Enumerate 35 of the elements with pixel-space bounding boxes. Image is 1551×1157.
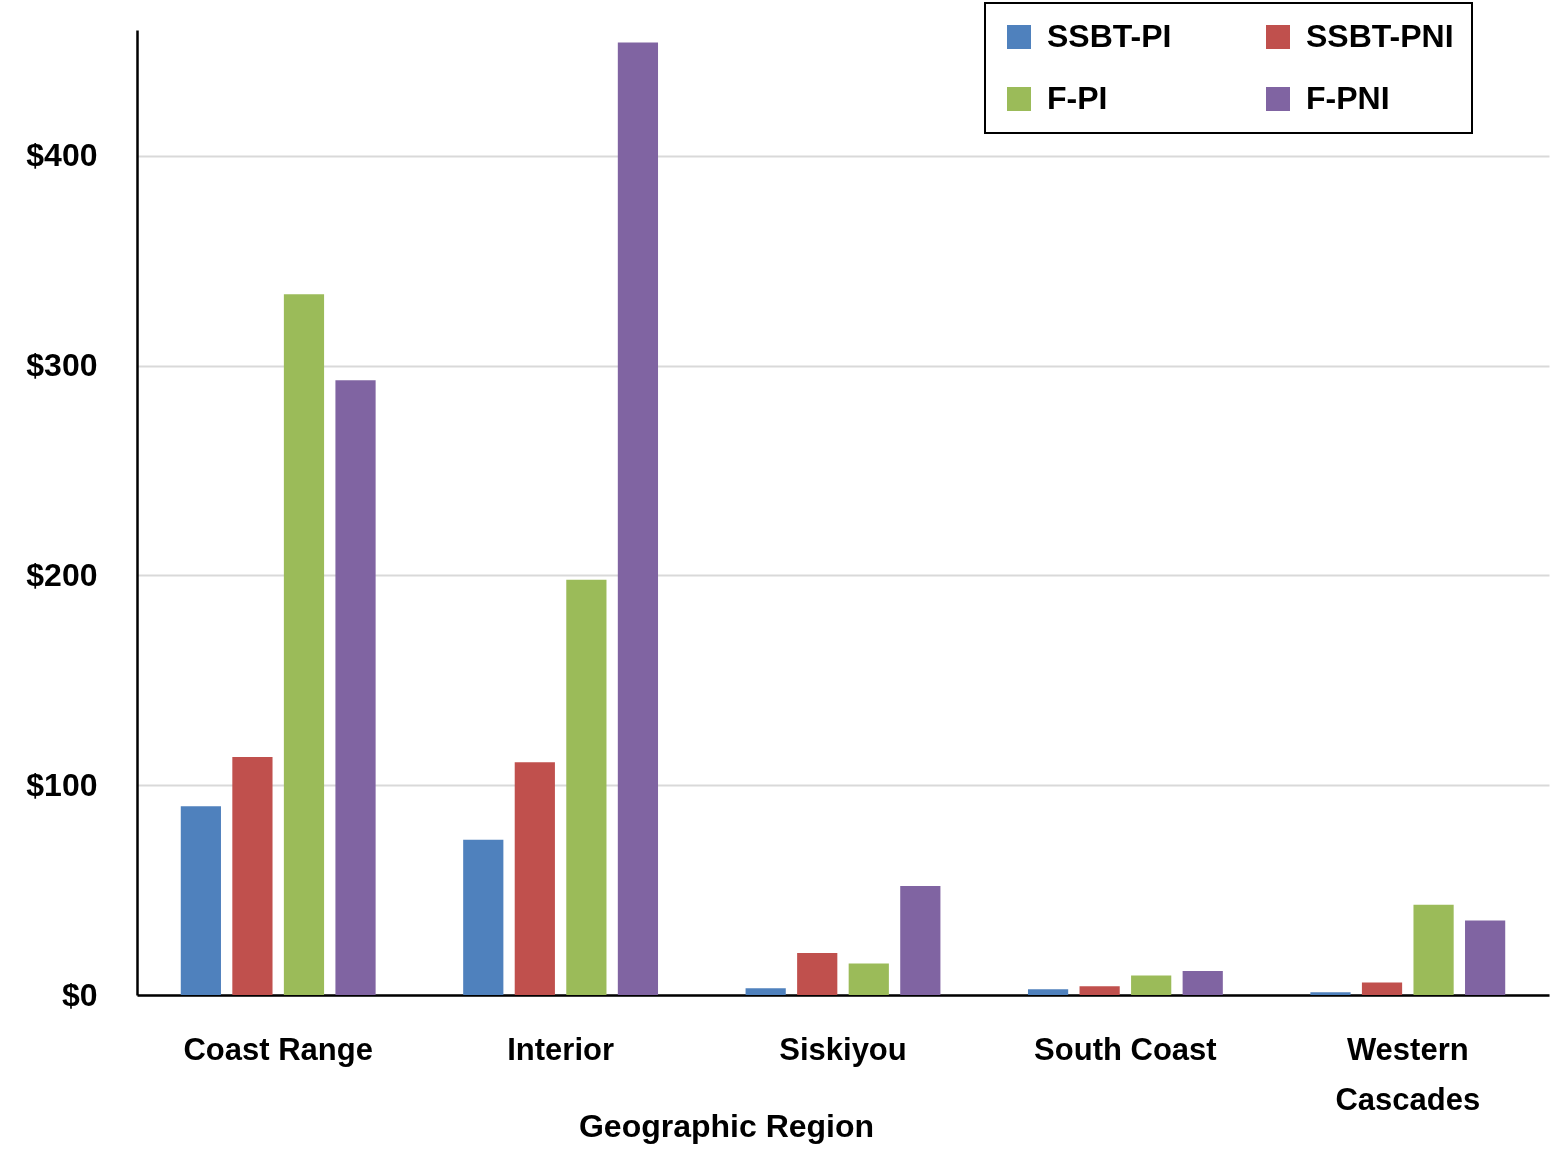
bar (463, 839, 504, 995)
bar (1310, 992, 1351, 995)
bar (1413, 904, 1454, 995)
bar (1182, 971, 1223, 995)
x-tick-label: Coast Range (183, 1031, 373, 1067)
bar (1361, 982, 1403, 995)
bar (745, 988, 786, 995)
bar (283, 294, 325, 995)
x-tick-label: Siskiyou (779, 1031, 907, 1067)
bar (335, 380, 376, 995)
y-tick-label: $400 (26, 137, 98, 174)
bar (514, 762, 555, 995)
x-tick-label: Interior (507, 1031, 614, 1067)
legend-label: SSBT-PI (1047, 18, 1172, 54)
bar (1079, 986, 1120, 995)
bar (1131, 975, 1172, 995)
bar (1027, 989, 1069, 995)
legend-label: SSBT-PNI (1306, 18, 1454, 54)
bar (617, 42, 659, 995)
y-tick-label: $200 (26, 556, 98, 593)
x-tick-label: Western Cascades (1335, 1031, 1481, 1117)
bar (566, 579, 607, 995)
bar (180, 806, 221, 995)
bar (232, 756, 273, 995)
legend-label: F-PNI (1306, 80, 1390, 116)
bar (900, 885, 941, 995)
x-tick-label: South Coast (1034, 1031, 1217, 1067)
legend-label: F-PI (1047, 80, 1108, 116)
bar (1465, 920, 1506, 995)
bar (797, 953, 838, 995)
x-axis-title: Geographic Region (578, 1107, 875, 1144)
y-tick-label: $0 (61, 976, 98, 1013)
y-tick-label: $300 (26, 347, 98, 384)
y-tick-label: $100 (26, 766, 98, 803)
bar (848, 963, 889, 995)
